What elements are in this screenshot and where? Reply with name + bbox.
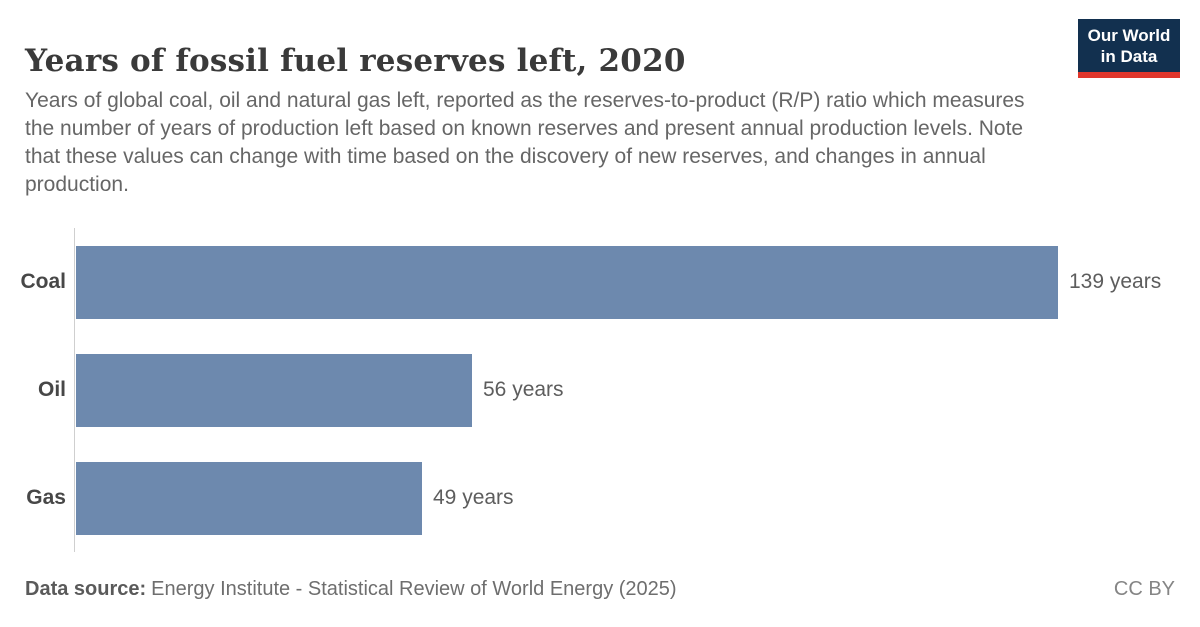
owid-logo-line1: Our World xyxy=(1087,25,1171,45)
bar[interactable] xyxy=(76,461,422,535)
subtitle-line: production. xyxy=(25,173,129,196)
data-source-label: Data source: xyxy=(25,578,147,600)
license-link[interactable]: CC BY xyxy=(1113,578,1175,600)
category-label: Gas xyxy=(26,486,66,509)
owid-logo-line2: in Data xyxy=(1100,46,1158,66)
data-source: Data source: Energy Institute - Statistic… xyxy=(25,578,677,601)
subtitle-line: the number of years of production left b… xyxy=(25,117,1024,140)
subtitle-line: that these values can change with time b… xyxy=(25,145,986,168)
value-label: 49 years xyxy=(433,486,514,509)
owid-logo[interactable]: Our World in Data xyxy=(1078,19,1180,78)
bar[interactable] xyxy=(76,353,472,427)
page-title: Years of fossil fuel reserves left, 2020 xyxy=(25,42,686,79)
bar-row: Coal 139 years xyxy=(0,228,1200,336)
y-axis-line xyxy=(74,228,75,552)
bar[interactable] xyxy=(76,245,1058,319)
data-source-text: Energy Institute - Statistical Review of… xyxy=(151,578,677,600)
category-label: Coal xyxy=(20,270,66,293)
bar-row: Oil 56 years xyxy=(0,336,1200,444)
value-label: 139 years xyxy=(1069,270,1162,293)
category-label: Oil xyxy=(37,378,66,401)
bar-row: Gas 49 years xyxy=(0,444,1200,552)
chart-subtitle: Years of global coal, oil and natural ga… xyxy=(25,87,1025,199)
bar-chart: Coal 139 years Oil 56 years Gas 49 years xyxy=(0,228,1200,552)
chart-footer: Data source: Energy Institute - Statistic… xyxy=(25,578,1175,601)
subtitle-line: Years of global coal, oil and natural ga… xyxy=(25,89,1025,112)
value-label: 56 years xyxy=(483,378,564,401)
bar-rows: Coal 139 years Oil 56 years Gas 49 years xyxy=(0,228,1200,552)
